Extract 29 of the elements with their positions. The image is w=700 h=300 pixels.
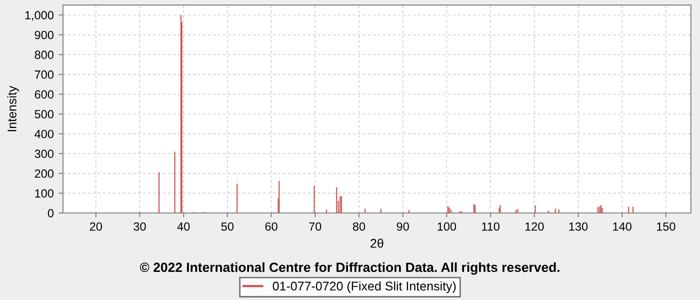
- x-tick-label: 90: [396, 222, 409, 231]
- y-tick-label: 800: [34, 50, 54, 59]
- y-tick-label: 600: [34, 90, 54, 99]
- y-axis-title: Intensity: [7, 86, 19, 132]
- y-tick-label: 1,000: [25, 11, 54, 21]
- x-tick-label: 50: [221, 222, 234, 231]
- y-tick-label: 200: [34, 169, 54, 178]
- x-tick-label: 130: [569, 222, 588, 231]
- x-tick-label: 70: [309, 222, 322, 231]
- y-tick-label: 300: [34, 150, 54, 158]
- x-axis-title: 2θ: [370, 238, 384, 248]
- y-tick-label: 700: [34, 70, 54, 79]
- x-tick-label: 60: [265, 222, 278, 231]
- x-tick-label: 140: [613, 222, 632, 231]
- x-tick-label: 100: [438, 222, 456, 231]
- text: © 2022 International Centre for Diffraction Data. All rights reserved.: [140, 262, 560, 275]
- y-tick-label: 400: [34, 130, 54, 138]
- y-tick-label: 900: [34, 30, 54, 40]
- x-tick-label: 40: [177, 222, 190, 231]
- x-tick-label: 110: [482, 222, 500, 231]
- x-tick-label: 120: [525, 222, 544, 231]
- legend-label: 01-077-0720 (Fixed Slit Intensity): [272, 281, 456, 293]
- x-tick-label: 80: [352, 222, 366, 231]
- y-tick-label: 0: [48, 209, 54, 218]
- x-tick-label: 20: [90, 222, 102, 231]
- x-tick-label: 30: [134, 222, 146, 231]
- x-tick-label: 150: [656, 222, 676, 231]
- y-tick-label: 500: [34, 110, 54, 118]
- y-tick-label: 100: [35, 189, 54, 198]
